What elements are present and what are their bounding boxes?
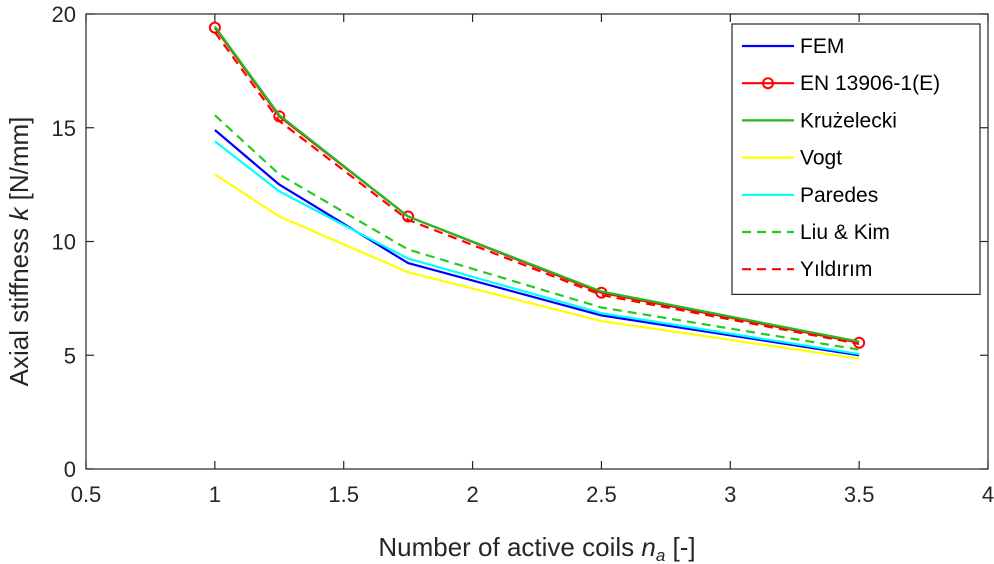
series-line-6: [214, 31, 860, 345]
y-tick-label: 15: [52, 116, 76, 141]
x-tick-label: 2.5: [586, 482, 617, 507]
y-tick-label: 0: [64, 457, 76, 482]
series-line-3: [214, 173, 860, 360]
legend: FEM EN 13906-1(E) Krużelecki Vogt Paredes Liu…: [731, 23, 981, 295]
y-axis-label: Axial stiffness k [N/mm]: [4, 117, 34, 387]
x-tick-label: 2: [466, 482, 478, 507]
series-line-5: [214, 114, 860, 351]
legend-label-0: FEM: [800, 35, 844, 58]
series-point-1: [402, 210, 415, 223]
ticks-layer: 0.5 1 1.5 2 2.5 3 3.5 4 0 5 10 15 20: [52, 2, 994, 507]
x-tick-label: 1.5: [328, 482, 359, 507]
legend-label-3: Vogt: [800, 147, 842, 170]
legend-label-4: Paredes: [800, 184, 878, 207]
legend-label-6: Yıldırım: [800, 258, 872, 281]
x-tick-label: 0.5: [71, 482, 102, 507]
legend-label-1: EN 13906-1(E): [800, 72, 940, 95]
series-line-4: [214, 140, 860, 356]
legend-label-2: Krużelecki: [800, 109, 897, 132]
y-tick-label: 10: [52, 230, 76, 255]
legend-label-5: Liu & Kim: [800, 221, 890, 244]
y-tick-label: 5: [64, 343, 76, 368]
x-axis-label-suffix: [-]: [673, 532, 696, 562]
y-axis-label-prefix: Axial stiffness: [4, 228, 34, 386]
x-axis-label-prefix: Number of active coils: [378, 532, 634, 562]
x-tick-label: 3: [724, 482, 736, 507]
x-tick-label: 1: [209, 482, 221, 507]
series-line-2: [214, 25, 860, 343]
legend-box: [731, 23, 981, 295]
x-axis-label-symbol: n: [641, 532, 655, 562]
y-tick-label: 20: [52, 2, 76, 27]
series-layer: [208, 21, 866, 360]
x-axis-label: Number of active coils na [-]: [378, 532, 695, 564]
legend-marker-1: [762, 77, 774, 90]
x-tick-label: 4: [982, 482, 994, 507]
y-axis-label-symbol: k: [4, 206, 34, 221]
x-tick-label: 3.5: [844, 482, 875, 507]
y-axis-label-suffix: [N/mm]: [4, 117, 34, 201]
x-axis-label-subscript: a: [656, 546, 665, 564]
series-line-0: [214, 129, 860, 357]
